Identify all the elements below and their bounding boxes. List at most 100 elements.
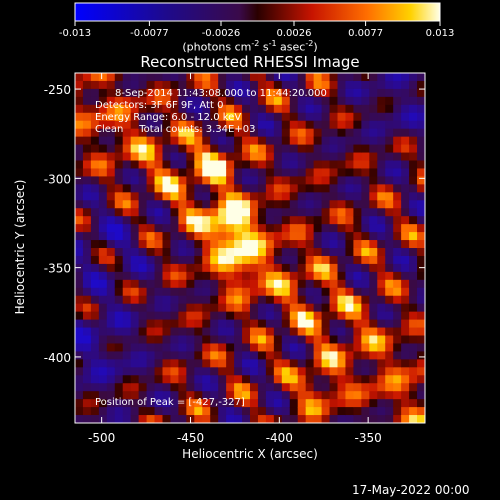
heatmap-cell [162,343,171,352]
heatmap-cell [281,112,291,122]
heatmap-cell [186,359,195,368]
heatmap-cell [98,208,108,217]
heatmap-cell [281,383,291,392]
heatmap-cell [218,287,227,297]
heatmap-cell [226,359,235,368]
heatmap-cell [361,248,370,257]
heatmap-cell [226,351,235,360]
heatmap-cell [154,216,163,225]
heatmap-cell [170,279,179,289]
heatmap-cell [186,120,195,130]
heatmap-cell [377,88,386,98]
heatmap-cell [297,248,307,257]
heatmap-cell [273,255,283,265]
heatmap-cell [289,263,299,273]
heatmap-cell [202,96,211,106]
heatmap-cell [218,168,227,177]
heatmap-cell [146,232,156,241]
heatmap-cell [345,271,354,281]
heatmap-cell [122,407,132,416]
heatmap-cell [265,168,275,177]
heatmap-cell [154,255,163,265]
heatmap-cell [385,248,394,257]
heatmap-cell [345,399,354,408]
heatmap-cell [114,311,124,321]
heatmap-cell [297,367,307,376]
heatmap-cell [329,160,338,169]
heatmap-cell [297,88,307,98]
heatmap-cell [393,367,402,376]
heatmap-cell [154,335,163,344]
heatmap-cell [401,263,410,273]
heatmap-cell [90,152,100,161]
heatmap-cell [90,255,100,265]
heatmap-cell [385,224,394,233]
heatmap-cell [297,295,307,305]
heatmap-cell [409,311,418,321]
heatmap-cell [194,160,203,169]
heatmap-cell [170,128,179,138]
heatmap-cell [75,120,84,130]
heatmap-cell [385,120,394,130]
heatmap-cell [226,248,235,257]
heatmap-cell [178,279,187,289]
heatmap-cell [313,224,323,233]
heatmap-cell [210,319,219,329]
heatmap-cell [369,192,378,201]
heatmap-cell [98,120,108,130]
heatmap-cell [257,303,267,313]
heatmap-cell [417,128,425,138]
heatmap-cell [281,255,291,265]
heatmap-cell [361,415,370,423]
heatmap-cell [226,192,235,201]
heatmap-cell [313,200,323,209]
heatmap-cell [90,407,100,416]
heatmap-cell [122,88,132,98]
heatmap-cell [186,88,195,98]
heatmap-cell [114,383,124,392]
heatmap-cell [122,359,132,368]
heatmap-cell [289,176,299,185]
heatmap-cell [265,327,275,336]
heatmap-cell [162,96,171,106]
heatmap-cell [98,176,108,185]
heatmap-cell [90,351,100,360]
heatmap-cell [146,295,156,305]
heatmap-cell [226,415,235,423]
heatmap-cell [234,263,243,273]
heatmap-cell [162,104,171,114]
heatmap-cell [234,104,243,114]
heatmap-cell [162,144,171,154]
heatmap-cell [281,224,291,233]
heatmap-cell [321,303,331,313]
heatmap-cell [226,287,235,297]
heatmap-cell [265,176,275,185]
heatmap-cell [353,128,362,138]
heatmap-cell [417,120,425,130]
heatmap-cell [385,391,394,400]
heatmap-cell [281,399,291,408]
heatmap-cell [409,391,418,400]
heatmap-cell [353,263,362,273]
heatmap-plot: -500 -450 -400 -350 -250-300-350-400 [44,72,426,445]
heatmap-cell [265,96,275,106]
heatmap-cell [146,263,156,273]
heatmap-cell [289,399,299,408]
heatmap-cell [202,303,211,313]
heatmap-cell [114,152,124,161]
heatmap-cell [82,184,92,193]
heatmap-cell [234,120,243,130]
heatmap-cell [75,399,84,408]
heatmap-cell [289,152,299,161]
heatmap-cell [114,184,124,193]
heatmap-cell [178,319,187,329]
heatmap-cell [361,343,370,352]
heatmap-cell [242,415,251,423]
heatmap-cell [353,383,362,392]
heatmap-cell [82,112,92,122]
heatmap-cell [273,391,283,400]
heatmap-cell [313,263,323,273]
heatmap-cell [297,351,307,360]
heatmap-cell [226,367,235,376]
heatmap-cell [313,335,323,344]
